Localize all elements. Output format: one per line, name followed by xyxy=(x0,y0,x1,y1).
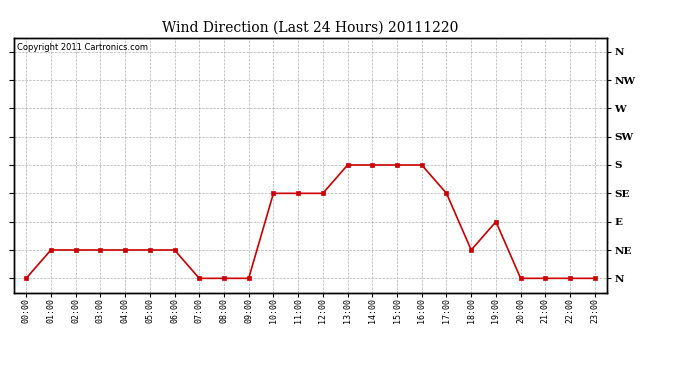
Text: Copyright 2011 Cartronics.com: Copyright 2011 Cartronics.com xyxy=(17,43,148,52)
Title: Wind Direction (Last 24 Hours) 20111220: Wind Direction (Last 24 Hours) 20111220 xyxy=(162,21,459,35)
